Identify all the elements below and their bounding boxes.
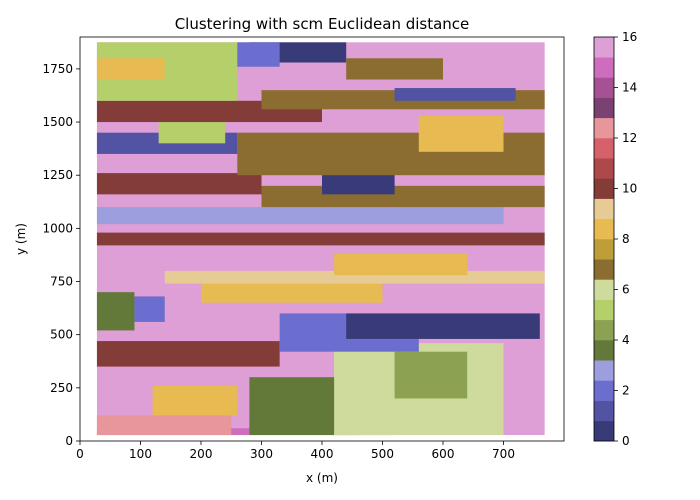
colorbar-swatch (594, 259, 614, 280)
colorbar-swatch (594, 218, 614, 240)
heatmap-cell (96, 292, 135, 331)
colorbar-swatch (594, 400, 614, 422)
colorbar-swatch (594, 158, 614, 179)
y-axis: 0 250 500 750 1000 1250 1500 1750 (42, 62, 80, 448)
y-tick-label: 500 (50, 328, 73, 342)
colorbar-swatch (594, 97, 614, 119)
x-tick-label: 700 (492, 447, 515, 461)
heatmap-cell (261, 185, 545, 208)
heatmap-cell (418, 115, 504, 152)
colorbar-swatch (594, 37, 614, 58)
chart-title: Clustering with scm Euclidean distance (175, 15, 470, 33)
colorbar-swatch (594, 198, 614, 220)
x-tick-label: 0 (76, 447, 84, 461)
y-tick-label: 750 (50, 275, 73, 289)
colorbar-swatch (594, 299, 614, 321)
colorbar-swatch (594, 319, 614, 341)
colorbar-swatch (594, 138, 614, 159)
y-tick-label: 1750 (42, 62, 73, 76)
colorbar-swatch (594, 360, 614, 381)
colorbar-swatch (594, 178, 614, 199)
x-axis: 0 100 200 300 400 500 600 700 (76, 441, 515, 461)
heatmap-cell (152, 385, 238, 416)
y-tick-label: 1000 (42, 221, 73, 235)
heatmap-cell (322, 173, 395, 195)
y-tick-label: 1250 (42, 168, 73, 182)
heatmap-cell (158, 122, 226, 144)
heatmap-cell (394, 88, 516, 101)
colorbar-tick-label: 14 (622, 81, 637, 95)
colorbar-swatch (594, 420, 614, 442)
colorbar: 0 2 4 6 8 10 12 14 16 (593, 30, 637, 448)
heatmap-cell (334, 253, 468, 276)
colorbar-swatch (594, 340, 614, 361)
y-tick-label: 1500 (42, 115, 73, 129)
heatmap-cell (134, 296, 165, 322)
colorbar-tick-label: 16 (622, 30, 637, 44)
heatmap-cell (96, 207, 504, 225)
heatmap-cell (96, 58, 165, 80)
colorbar-swatch (594, 117, 614, 139)
heatmap-cell (237, 42, 280, 67)
heatmap-cell (96, 232, 545, 246)
colorbar-tick-label: 10 (622, 182, 637, 196)
colorbar-tick-label: 4 (622, 333, 630, 347)
heatmap-cell (346, 58, 443, 80)
heatmap-cell (96, 341, 280, 367)
heatmap-cell (96, 415, 232, 436)
colorbar-tick-label: 12 (622, 131, 637, 145)
heatmap-cell (346, 313, 540, 339)
heatmap-cell (201, 279, 383, 303)
colorbar-tick-label: 6 (622, 283, 630, 297)
x-tick-label: 100 (129, 447, 152, 461)
heatmap-cell (96, 173, 262, 195)
colorbar-tick-label: 0 (622, 434, 630, 448)
colorbar-swatch (594, 380, 614, 401)
colorbar-swatch (594, 77, 614, 98)
colorbar-tick-label: 8 (622, 232, 630, 246)
y-tick-label: 250 (50, 381, 73, 395)
y-tick-label: 0 (65, 434, 73, 448)
x-tick-label: 500 (371, 447, 394, 461)
x-tick-label: 600 (432, 447, 455, 461)
colorbar-swatch (594, 57, 614, 78)
x-tick-label: 300 (250, 447, 273, 461)
plot-area (96, 42, 545, 436)
colorbar-swatch (594, 239, 614, 260)
colorbar-swatch (594, 279, 614, 300)
x-axis-label: x (m) (306, 471, 338, 485)
heatmap-cell (394, 351, 468, 399)
x-tick-label: 200 (190, 447, 213, 461)
colorbar-tick-label: 2 (622, 384, 630, 398)
x-tick-label: 400 (311, 447, 334, 461)
heatmap-cell (96, 428, 395, 436)
y-axis-label: y (m) (14, 223, 28, 255)
